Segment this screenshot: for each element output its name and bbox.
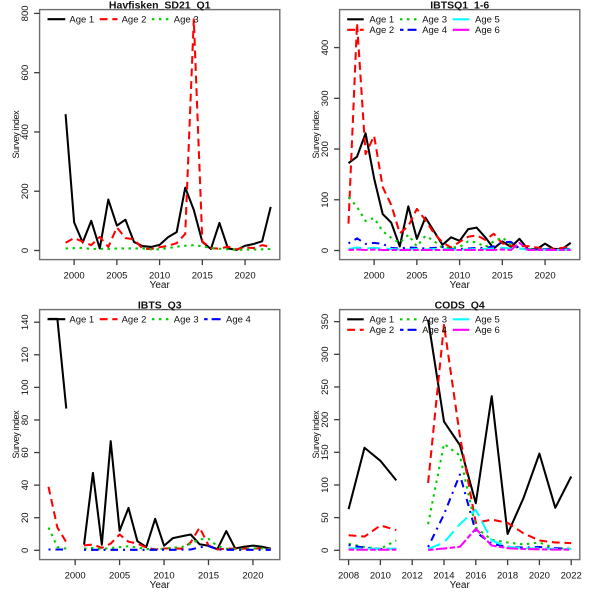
svg-text:2012: 2012 <box>402 571 423 582</box>
svg-text:60: 60 <box>20 447 31 458</box>
svg-text:2005: 2005 <box>109 571 130 582</box>
svg-text:Year: Year <box>450 280 471 291</box>
svg-text:200: 200 <box>320 412 331 428</box>
svg-text:Survey index: Survey index <box>311 410 321 459</box>
svg-text:2015: 2015 <box>492 271 513 282</box>
svg-text:300: 300 <box>320 90 331 106</box>
svg-text:100: 100 <box>320 192 331 208</box>
svg-text:20: 20 <box>20 512 31 523</box>
svg-text:2000: 2000 <box>364 271 385 282</box>
svg-text:2014: 2014 <box>433 571 454 582</box>
svg-text:2018: 2018 <box>497 571 518 582</box>
svg-text:2020: 2020 <box>529 571 550 582</box>
svg-text:Age 2: Age 2 <box>122 315 147 326</box>
svg-text:Age 6: Age 6 <box>475 25 500 36</box>
svg-text:2020: 2020 <box>534 271 555 282</box>
svg-text:Age 4: Age 4 <box>422 25 447 36</box>
svg-text:400: 400 <box>320 40 331 56</box>
svg-text:Survey index: Survey index <box>11 410 21 459</box>
svg-text:Age 4: Age 4 <box>422 325 447 336</box>
svg-text:Age 3: Age 3 <box>422 315 447 326</box>
svg-text:Year: Year <box>450 580 471 591</box>
svg-text:100: 100 <box>320 477 331 493</box>
svg-text:Havfisken_SD21_Q1: Havfisken_SD21_Q1 <box>109 0 211 12</box>
svg-text:140: 140 <box>20 314 31 330</box>
svg-text:Age 3: Age 3 <box>174 315 199 326</box>
svg-text:Age 1: Age 1 <box>369 15 394 26</box>
svg-text:CODS_Q4: CODS_Q4 <box>435 300 485 312</box>
svg-text:250: 250 <box>320 379 331 395</box>
svg-text:150: 150 <box>320 444 331 460</box>
svg-text:600: 600 <box>20 65 31 81</box>
svg-text:2015: 2015 <box>192 271 213 282</box>
svg-text:Age 6: Age 6 <box>475 325 500 336</box>
svg-text:300: 300 <box>320 346 331 362</box>
svg-text:Age 5: Age 5 <box>475 15 500 26</box>
svg-text:2000: 2000 <box>64 271 85 282</box>
svg-text:2010: 2010 <box>449 271 470 282</box>
svg-text:800: 800 <box>20 5 31 21</box>
svg-text:350: 350 <box>320 314 331 330</box>
svg-text:2015: 2015 <box>198 571 219 582</box>
svg-text:Year: Year <box>150 280 171 291</box>
svg-text:100: 100 <box>20 379 31 395</box>
svg-text:50: 50 <box>320 512 331 523</box>
svg-text:2022: 2022 <box>561 571 582 582</box>
svg-text:2020: 2020 <box>242 571 263 582</box>
svg-text:40: 40 <box>20 480 31 491</box>
svg-text:200: 200 <box>320 141 331 157</box>
svg-text:400: 400 <box>20 124 31 140</box>
svg-text:Age 3: Age 3 <box>174 15 199 26</box>
svg-text:2000: 2000 <box>65 571 86 582</box>
svg-text:Survey index: Survey index <box>11 110 21 159</box>
svg-text:Age 2: Age 2 <box>122 15 147 26</box>
svg-text:2005: 2005 <box>406 271 427 282</box>
svg-text:2010: 2010 <box>370 571 391 582</box>
svg-text:Age 2: Age 2 <box>369 25 394 36</box>
svg-text:0: 0 <box>20 248 31 253</box>
svg-text:Age 4: Age 4 <box>226 315 251 326</box>
svg-text:Age 1: Age 1 <box>69 15 94 26</box>
svg-text:IBTS_Q3: IBTS_Q3 <box>138 300 182 312</box>
svg-text:0: 0 <box>320 248 331 253</box>
svg-text:80: 80 <box>20 415 31 426</box>
svg-text:200: 200 <box>20 183 31 199</box>
svg-text:Age 1: Age 1 <box>369 315 394 326</box>
svg-text:Survey index: Survey index <box>311 110 321 159</box>
svg-text:2010: 2010 <box>153 571 174 582</box>
svg-text:2008: 2008 <box>338 571 359 582</box>
svg-text:2016: 2016 <box>465 571 486 582</box>
svg-text:2010: 2010 <box>149 271 170 282</box>
svg-text:Age 2: Age 2 <box>369 325 394 336</box>
svg-text:0: 0 <box>20 548 31 553</box>
svg-text:Year: Year <box>150 580 171 591</box>
svg-text:Age 5: Age 5 <box>475 315 500 326</box>
svg-text:2005: 2005 <box>106 271 127 282</box>
svg-text:Age 3: Age 3 <box>422 15 447 26</box>
svg-text:Age 1: Age 1 <box>69 315 94 326</box>
svg-text:120: 120 <box>20 347 31 363</box>
svg-text:0: 0 <box>320 548 331 553</box>
svg-text:IBTSQ1_1-6: IBTSQ1_1-6 <box>430 0 489 12</box>
svg-text:2020: 2020 <box>234 271 255 282</box>
